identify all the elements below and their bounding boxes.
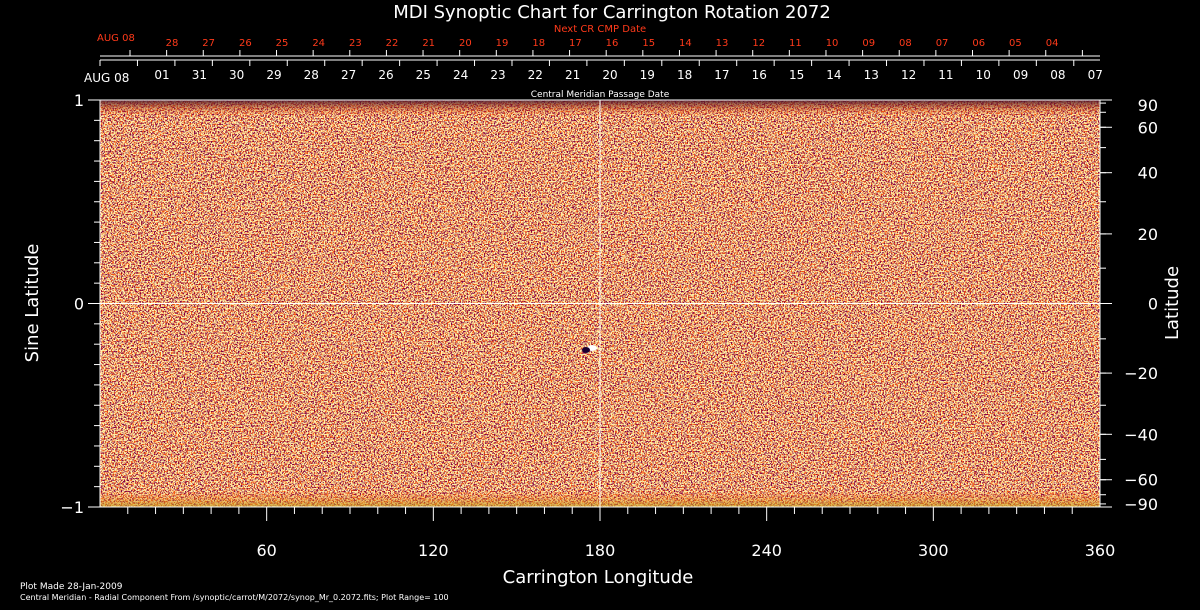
- next-cr-date-label: 16: [606, 38, 619, 49]
- next-cr-date-label: 10: [826, 38, 839, 49]
- cmp-first-label: AUG 08: [84, 71, 129, 85]
- next-cr-date-label: 12: [752, 38, 765, 49]
- cmp-date-label: 19: [640, 68, 655, 82]
- next-cr-date-label: 05: [1009, 38, 1022, 49]
- next-cr-date-label: 18: [532, 38, 545, 49]
- chart-title: MDI Synoptic Chart for Carrington Rotati…: [393, 2, 831, 23]
- y-axis-right-label: Latitude: [1162, 266, 1183, 340]
- next-cr-axis: 28 27 26 25 24 23 22 21 20 19 18 17 16 15 14 13 12 11 10 09…: [100, 38, 1100, 57]
- next-cr-date-label: 08: [899, 38, 912, 49]
- next-cr-date-label: 06: [972, 38, 985, 49]
- bottom-axis: 60 120 180 240 300 360: [127, 507, 1116, 560]
- cmp-date-label: 24: [453, 68, 468, 82]
- next-cr-axis-label: Next CR CMP Date: [554, 24, 646, 35]
- next-cr-date-label: 22: [386, 38, 399, 49]
- cmp-date-label: 30: [229, 68, 244, 82]
- x-tick-label: 180: [585, 541, 616, 560]
- y-right-tick-label: −40: [1124, 425, 1158, 444]
- cmp-date-label: 17: [714, 68, 729, 82]
- next-cr-date-label: 27: [202, 38, 215, 49]
- reference-lines: [100, 100, 1100, 507]
- y-right-tick-label: 0: [1148, 295, 1158, 314]
- cmp-date-label: 09: [1013, 68, 1028, 82]
- y-right-tick-label: −90: [1124, 495, 1158, 514]
- y-right-tick-label: −20: [1124, 364, 1158, 383]
- cmp-date-label: 21: [565, 68, 580, 82]
- cmp-date-label: 01: [154, 68, 169, 82]
- next-cr-first-label: AUG 08: [97, 33, 135, 44]
- y-right-tick-label: −60: [1124, 471, 1158, 490]
- y-left-tick-label: 1: [74, 91, 84, 110]
- cmp-date-label: 29: [266, 68, 281, 82]
- next-cr-date-label: 14: [679, 38, 692, 49]
- x-tick-label: 240: [751, 541, 782, 560]
- y-left-tick-label: 0: [74, 295, 84, 314]
- source-note: Central Meridian - Radial Component From…: [20, 593, 449, 602]
- next-cr-date-label: 24: [312, 38, 325, 49]
- y-right-tick-label: 40: [1138, 164, 1158, 183]
- left-axis: 1 0 −1: [60, 91, 100, 517]
- cmp-date-label: 18: [677, 68, 692, 82]
- cmp-date-label: 15: [789, 68, 804, 82]
- cmp-date-label: 14: [826, 68, 841, 82]
- next-cr-date-label: 19: [496, 38, 509, 49]
- x-tick-label: 360: [1085, 541, 1116, 560]
- next-cr-date-label: 04: [1046, 38, 1059, 49]
- next-cr-date-label: 28: [166, 38, 179, 49]
- cmp-date-label: 16: [752, 68, 767, 82]
- right-axis: 90 60 40 20 0 −20 −40 −60 −90: [1100, 96, 1158, 514]
- cmp-date-label: 31: [192, 68, 207, 82]
- y-axis-left-label: Sine Latitude: [22, 244, 43, 363]
- next-cr-date-label: 21: [422, 38, 435, 49]
- x-tick-label: 300: [918, 541, 949, 560]
- cmp-date-label: 07: [1088, 68, 1103, 82]
- cmp-date-label: 22: [528, 68, 543, 82]
- next-cr-date-label: 23: [349, 38, 362, 49]
- cmp-axis-label: Central Meridian Passage Date: [531, 90, 670, 100]
- cmp-date-label: 27: [341, 68, 356, 82]
- next-cr-date-label: 11: [789, 38, 802, 49]
- cmp-date-label: 28: [304, 68, 319, 82]
- next-cr-date-label: 13: [716, 38, 729, 49]
- next-cr-date-label: 17: [569, 38, 582, 49]
- next-cr-date-label: 26: [239, 38, 252, 49]
- next-cr-date-label: 09: [862, 38, 875, 49]
- next-cr-date-label: 25: [276, 38, 289, 49]
- cmp-date-label: 13: [864, 68, 879, 82]
- y-right-tick-label: 60: [1138, 118, 1158, 137]
- cmp-date-label: 23: [490, 68, 505, 82]
- x-tick-label: 60: [256, 541, 276, 560]
- next-cr-date-label: 07: [936, 38, 949, 49]
- plot-made-note: Plot Made 28-Jan-2009: [20, 582, 123, 592]
- y-right-tick-label: 90: [1138, 96, 1158, 115]
- cmp-axis: 01 31 30 29 28 27 26 25 24 23 22 21 20 19 18 17 16 15 14 13…: [99, 59, 1103, 82]
- next-cr-date-label: 15: [642, 38, 655, 49]
- x-tick-label: 120: [418, 541, 449, 560]
- cmp-date-label: 08: [1050, 68, 1065, 82]
- cmp-date-label: 12: [901, 68, 916, 82]
- y-left-tick-label: −1: [60, 498, 84, 517]
- cmp-date-label: 25: [416, 68, 431, 82]
- cmp-date-label: 10: [976, 68, 991, 82]
- cmp-date-label: 20: [602, 68, 617, 82]
- next-cr-date-label: 20: [459, 38, 472, 49]
- x-axis-label: Carrington Longitude: [503, 567, 694, 588]
- cmp-date-label: 26: [378, 68, 393, 82]
- cmp-date-label: 11: [938, 68, 953, 82]
- active-region-spot: [582, 345, 597, 353]
- y-right-tick-label: 20: [1138, 225, 1158, 244]
